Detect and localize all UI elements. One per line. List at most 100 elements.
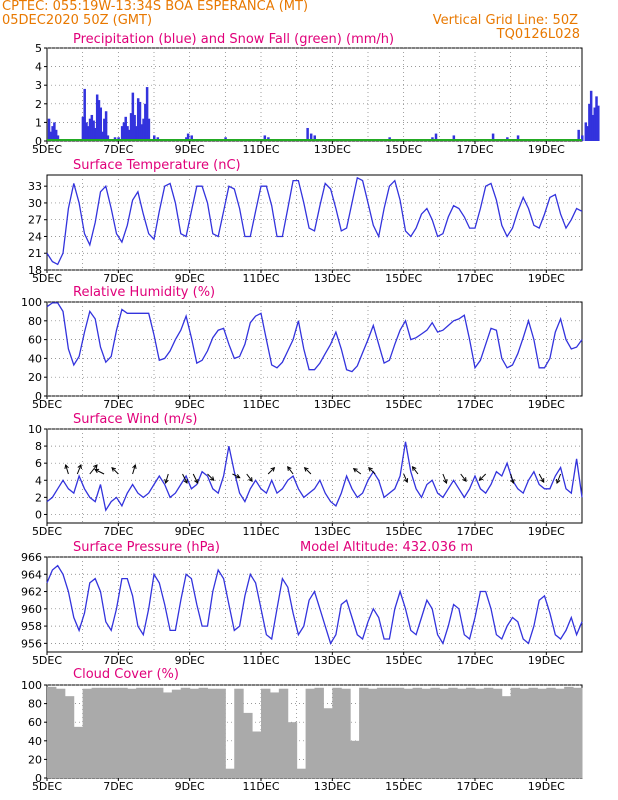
precip-bar [94, 127, 97, 141]
precip-bar [83, 88, 86, 141]
header-model: TQ0126L028 [496, 27, 580, 42]
wind-arrow-head [132, 463, 137, 470]
wind-arrow [403, 473, 408, 483]
wind-arrow-head [303, 466, 309, 472]
cloud-bar [457, 688, 467, 778]
x-tick-label: 13DEC [314, 272, 351, 285]
x-tick-label: 15DEC [385, 654, 422, 667]
cloud-bar [154, 687, 164, 778]
cloud-bar [483, 687, 494, 778]
wind-arrow-head [403, 478, 409, 484]
precip-bar [92, 120, 95, 141]
wind-arrow-head [235, 474, 241, 479]
cloud-bar [492, 688, 503, 778]
precip-bar [138, 101, 142, 141]
wind-arrow-head [352, 467, 358, 473]
wind-arrow-head [248, 477, 253, 483]
precip-bar [586, 126, 589, 141]
cloud-bar [47, 686, 57, 778]
cloud-bar [555, 688, 565, 778]
precip-bar [128, 129, 131, 141]
x-tick-label: 11DEC [242, 654, 279, 667]
y-tick-label: 24 [28, 230, 42, 243]
panel-title: Relative Humidity (%) [73, 285, 215, 300]
y-tick-label: 60 [28, 334, 42, 347]
precip-bar [584, 122, 588, 141]
cloud-bar [466, 687, 476, 778]
precip-bar [597, 105, 600, 141]
wind-arrow-head [93, 464, 98, 469]
panel-title: Surface Temperature (nC) [73, 158, 241, 173]
wind-arrow-head [77, 464, 82, 470]
wind-arrow [246, 473, 253, 482]
cloud-bar [394, 687, 405, 778]
cloud-bar [180, 687, 191, 778]
precip-bar [190, 135, 193, 141]
wind-arrow [287, 466, 294, 475]
y-tick-label: 40 [28, 735, 42, 748]
y-tick-label: 962 [21, 586, 42, 599]
wind-arrow [479, 473, 487, 481]
cloud-bar [528, 687, 538, 778]
x-tick-label: 5DEC [32, 398, 62, 411]
precip-bar [124, 116, 127, 141]
cloud-bar [109, 687, 119, 778]
x-tick-label: 15DEC [385, 272, 422, 285]
wind-arrow [94, 469, 105, 475]
wind-arrow-head [287, 465, 292, 471]
x-tick-label: 15DEC [385, 525, 422, 538]
precip-bar [263, 135, 267, 141]
y-tick-label: 3 [35, 79, 42, 92]
panel-title: Precipitation (blue) and Snow Fall (gree… [73, 32, 394, 47]
y-tick-label: 0 [35, 135, 42, 148]
y-tick-label: 40 [28, 352, 42, 365]
wind-arrow-head [194, 478, 199, 484]
cloud-bar [100, 687, 110, 778]
wind-arrow [132, 464, 136, 475]
y-tick-label: 0 [35, 508, 42, 521]
cloud-bar [341, 688, 351, 778]
y-tick-label: 27 [28, 214, 42, 227]
precip-bar [129, 113, 133, 141]
cloud-bar [475, 688, 485, 778]
precip-bar [53, 122, 56, 141]
wind-arrow-head [411, 465, 417, 471]
x-tick-label: 17DEC [456, 780, 493, 793]
x-tick-label: 19DEC [528, 780, 565, 793]
x-tick-label: 11DEC [242, 780, 279, 793]
cloud-bar [55, 688, 66, 778]
x-tick-label: 11DEC [242, 525, 279, 538]
wind-arrow [192, 473, 199, 484]
cloud-bar [368, 688, 378, 778]
wind-arrow [304, 467, 312, 475]
panel-annotation: Model Altitude: 432.036 m [300, 540, 473, 555]
x-tick-label: 9DEC [175, 780, 205, 793]
precip-bar [81, 116, 85, 141]
wind-arrow [460, 473, 467, 482]
cloud-bar [145, 687, 155, 778]
y-tick-label: 2 [35, 491, 42, 504]
precip-bar [140, 124, 144, 141]
cloud-bar [537, 688, 547, 778]
precip-bar [90, 114, 94, 141]
y-tick-label: 100 [21, 296, 42, 309]
panel-frame [46, 556, 583, 653]
precip-bar [97, 100, 101, 141]
x-tick-label: 15DEC [385, 143, 422, 156]
x-tick-label: 5DEC [32, 654, 62, 667]
wind-arrow-head [368, 466, 373, 472]
x-tick-label: 7DEC [103, 143, 133, 156]
cloud-bar [127, 688, 137, 778]
x-tick-label: 19DEC [528, 398, 565, 411]
y-tick-label: 4 [35, 474, 42, 487]
y-tick-label: 0 [35, 772, 42, 785]
x-tick-label: 19DEC [528, 525, 565, 538]
precip-bar [144, 103, 147, 141]
cloud-bar [64, 696, 75, 778]
precip-bar [120, 126, 124, 141]
cloud-bar [269, 692, 280, 778]
precip-bar [122, 122, 126, 141]
precip-bar [145, 87, 149, 141]
y-tick-label: 958 [21, 620, 42, 633]
